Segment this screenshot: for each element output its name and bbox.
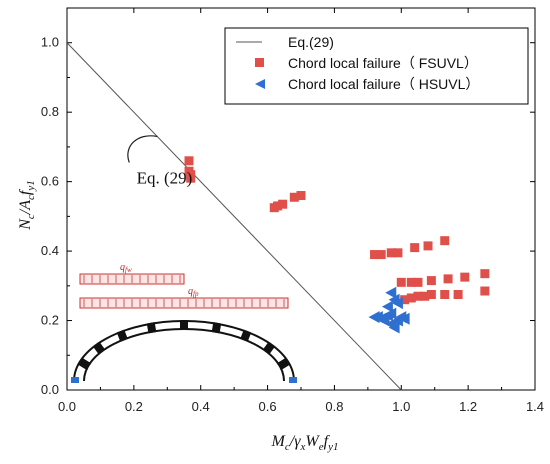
point-hsuvl — [381, 300, 393, 313]
x-tick-labels: 0.0 0.2 0.4 0.6 0.8 1.0 1.2 1.4 — [58, 399, 544, 414]
legend: Eq.(29) Chord local failure（ FSUVL） Chor… — [224, 27, 529, 105]
point-fsuvl — [393, 248, 403, 258]
x-tick-label: 1.4 — [526, 399, 544, 414]
y-tick-label: 0.2 — [41, 313, 59, 328]
arch-block — [92, 341, 106, 355]
arch-block — [211, 322, 222, 334]
point-hsuvl — [388, 321, 400, 334]
load-label-qfw: qfw — [120, 262, 132, 274]
y-tick-label: 0.4 — [41, 243, 59, 258]
point-fsuvl — [278, 199, 288, 209]
x-tick-label: 1.0 — [392, 399, 410, 414]
x-tick-label: 0.6 — [259, 399, 277, 414]
arch-inner — [83, 328, 285, 382]
legend-label-hsuvl: Chord local failure（ HSUVL） — [288, 76, 479, 92]
point-fsuvl — [413, 291, 423, 301]
x-tick-label: 0.0 — [58, 399, 76, 414]
load-arrows-qfw — [83, 275, 181, 283]
point-hsuvl — [385, 286, 397, 299]
support-right — [289, 377, 297, 383]
arch-block — [146, 322, 157, 334]
point-fsuvl — [396, 277, 406, 287]
legend-box — [224, 27, 529, 105]
point-hsuvl — [391, 297, 403, 310]
series-line-eq29 — [66, 42, 402, 391]
data-series — [66, 42, 490, 391]
support-left — [71, 377, 79, 383]
point-fsuvl — [400, 295, 410, 305]
x-tick-label: 1.2 — [459, 399, 477, 414]
y-tick-label: 0.6 — [41, 174, 59, 189]
axis-ticks — [66, 7, 536, 391]
point-fsuvl — [423, 241, 433, 251]
x-tick-label: 0.4 — [192, 399, 210, 414]
x-tick-label: 0.8 — [325, 399, 343, 414]
point-fsuvl — [406, 293, 416, 303]
point-fsuvl — [289, 192, 299, 202]
y-tick-labels: 0.0 0.2 0.4 0.6 0.8 1.0 — [41, 35, 59, 397]
point-fsuvl — [443, 274, 453, 284]
y-tick-label: 0.8 — [41, 104, 59, 119]
point-fsuvl — [376, 250, 386, 260]
point-fsuvl — [440, 290, 450, 299]
x-axis-title: Mc/γxWefy1 — [271, 433, 339, 453]
legend-triangle-swatch — [255, 79, 265, 89]
arch-schematic: qfw qfp — [71, 262, 297, 383]
point-fsuvl — [413, 277, 423, 287]
annotation-pointer — [127, 135, 158, 163]
arch-block — [180, 320, 188, 330]
load-bar-qfp — [79, 297, 289, 309]
legend-square-swatch — [255, 58, 264, 67]
point-fsuvl — [186, 173, 196, 183]
point-fsuvl — [426, 276, 436, 286]
point-fsuvl — [406, 277, 416, 287]
arch-block — [240, 329, 252, 342]
y-tick-label: 1.0 — [41, 35, 59, 50]
legend-label-eq29: Eq.(29) — [288, 34, 334, 50]
arch-segments — [77, 320, 291, 370]
load-label-qfp: qfp — [188, 286, 199, 298]
legend-label-fsuvl: Chord local failure（ FSUVL） — [288, 55, 478, 71]
point-fsuvl — [184, 156, 194, 166]
load-arrows-qfp — [83, 299, 285, 307]
point-hsuvl — [385, 307, 397, 320]
point-fsuvl — [480, 269, 490, 279]
point-fsuvl — [296, 191, 306, 201]
y-axis-title: Nc/Acfy1 — [17, 180, 37, 231]
arch-block — [77, 357, 91, 370]
point-fsuvl — [480, 286, 490, 296]
point-fsuvl — [420, 291, 430, 301]
point-hsuvl — [398, 312, 410, 325]
x-tick-label: 0.2 — [125, 399, 143, 414]
point-fsuvl — [273, 201, 283, 211]
point-fsuvl — [386, 248, 396, 258]
point-fsuvl — [410, 243, 420, 253]
arch-block — [277, 357, 291, 370]
eq29-annotation: Eq. (29) — [137, 168, 193, 187]
arch-block — [116, 329, 128, 342]
arch-outer — [73, 320, 295, 382]
point-fsuvl — [460, 272, 470, 282]
point-fsuvl — [453, 290, 463, 299]
point-fsuvl — [440, 236, 450, 246]
y-tick-label: 0.0 — [41, 382, 59, 397]
arch-block — [262, 341, 276, 355]
point-fsuvl — [426, 290, 436, 299]
point-fsuvl — [370, 250, 380, 260]
